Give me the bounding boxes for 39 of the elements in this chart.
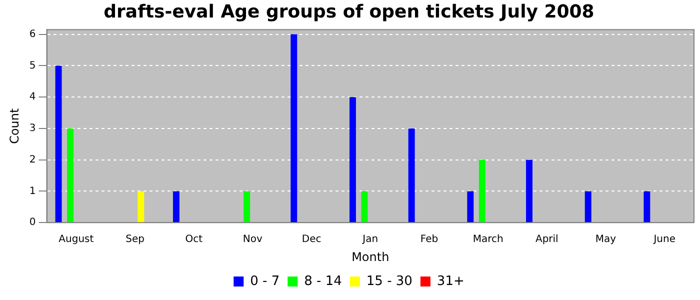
- bar: [478, 160, 486, 222]
- y-tick-label: 6: [29, 28, 36, 40]
- bar: [584, 191, 592, 222]
- x-tick-label: Jan: [362, 234, 378, 246]
- y-tick-label: 2: [29, 154, 36, 166]
- bar: [361, 191, 368, 222]
- x-tick-label: August: [58, 234, 94, 246]
- y-tick-label: 0: [29, 217, 36, 228]
- x-tick-label: Oct: [185, 234, 203, 246]
- bar: [138, 191, 144, 222]
- x-tick-label: Sep: [126, 234, 144, 246]
- y-tick-label: 1: [29, 186, 36, 197]
- y-axis-title: Count: [7, 108, 22, 144]
- bar: [244, 191, 250, 222]
- bar: [55, 66, 62, 222]
- legend-label: 15 - 30: [366, 274, 412, 289]
- x-tick-label: May: [595, 234, 616, 246]
- chart-title: drafts-eval Age groups of open tickets July 2008: [104, 1, 594, 22]
- x-axis-title: Month: [352, 250, 390, 264]
- bar: [172, 191, 180, 222]
- y-tick-label: 3: [29, 123, 36, 134]
- x-tick-label: April: [535, 234, 558, 246]
- bar: [67, 128, 74, 222]
- legend-label: 0 - 7: [250, 274, 280, 289]
- x-tick-label: Dec: [302, 234, 322, 246]
- x-tick-label: March: [472, 234, 504, 246]
- bar: [467, 191, 474, 222]
- legend-label: 8 - 14: [304, 274, 342, 289]
- bar: [526, 160, 532, 222]
- x-tick-label: June: [652, 234, 676, 246]
- bar: [644, 191, 650, 222]
- legend-label: 31+: [436, 274, 464, 289]
- bar: [290, 34, 298, 222]
- x-tick-label: Nov: [242, 234, 263, 246]
- y-tick-label: 4: [29, 92, 36, 103]
- x-tick-label: Feb: [420, 234, 438, 246]
- y-tick-label: 5: [29, 60, 36, 72]
- bar: [349, 97, 356, 222]
- bar: [408, 128, 415, 222]
